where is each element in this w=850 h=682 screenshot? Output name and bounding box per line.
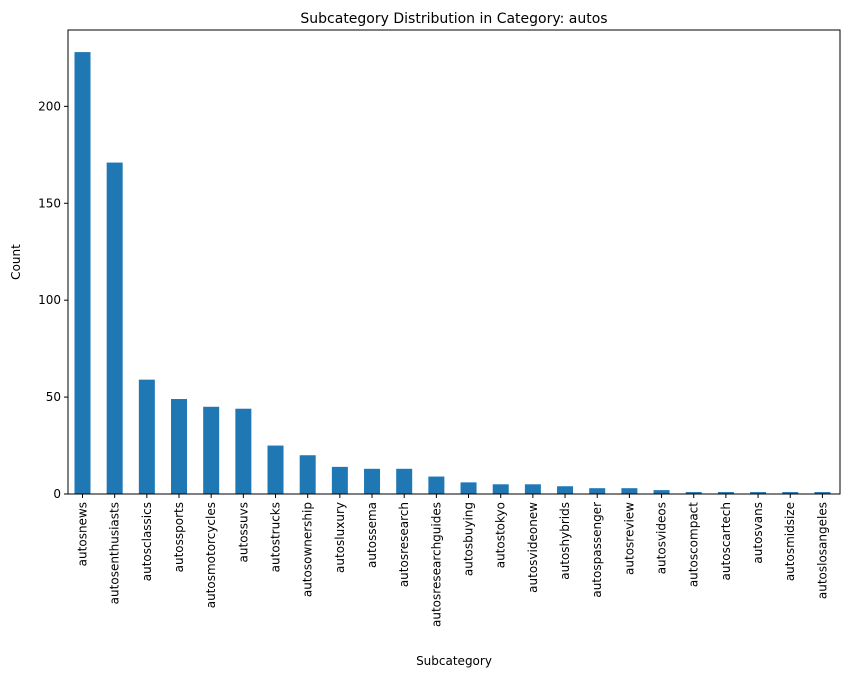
bar-autoscompact [685, 492, 702, 494]
x-tick-label: autosresearchguides [429, 502, 443, 627]
x-tick-label: autosownership [301, 502, 315, 597]
x-tick-label: autoscartech [719, 502, 733, 580]
bar-autosresearchguides [428, 476, 445, 494]
bar-autossports [171, 399, 188, 494]
bar-autosreview [621, 488, 638, 494]
axes-layer [67, 29, 841, 495]
bar-autosvans [750, 492, 767, 494]
bars-layer [74, 52, 831, 494]
x-tick-label: autoscompact [687, 502, 701, 587]
x-tick-label: autosreview [622, 502, 636, 575]
y-tick-label: 0 [53, 487, 61, 501]
bar-autosluxury [331, 466, 348, 494]
x-tick-label: autossuvs [236, 502, 250, 562]
x-tick-label: autossports [172, 502, 186, 572]
bar-autossema [364, 468, 381, 494]
bar-autostrucks [267, 445, 284, 494]
bar-autosvideos [653, 490, 670, 494]
x-tick-label: autossema [365, 502, 379, 568]
x-tick-label: autospassenger [590, 502, 604, 598]
y-tick-label: 50 [46, 390, 61, 404]
y-axis-label: Count [9, 244, 23, 280]
bar-autosownership [299, 455, 316, 494]
x-tick-label: autosclassics [140, 502, 154, 581]
bar-autoscartech [717, 492, 734, 494]
x-tick-label: autosnews [76, 502, 90, 566]
bar-autosmotorcycles [203, 406, 220, 494]
bar-autossuvs [235, 408, 252, 494]
y-tick-label: 150 [38, 196, 61, 210]
x-tick-label: autosenthusiasts [108, 502, 122, 604]
bar-autosresearch [396, 468, 413, 494]
bar-autosmidsize [782, 492, 799, 494]
bar-autospassenger [589, 488, 606, 494]
x-axis-label: Subcategory [416, 654, 492, 668]
x-tick-label: autosluxury [333, 502, 347, 573]
bar-autosvideonew [524, 484, 541, 494]
x-tick-label: autosvideonew [526, 502, 540, 593]
x-tick-label: autoshybrids [558, 502, 572, 580]
x-tick-label: autostrucks [269, 502, 283, 572]
y-tick-label: 200 [38, 99, 61, 113]
x-tick-label: autosvideos [655, 502, 669, 574]
x-tick-label: autoslosangeles [815, 502, 829, 599]
x-tick-label: autostokyo [494, 502, 508, 568]
x-tick-label: autosvans [751, 502, 765, 564]
bar-autosclassics [138, 379, 155, 494]
bar-autostokyo [492, 484, 509, 494]
y-ticks-layer: 0 50 100 150 200 [38, 99, 68, 501]
bar-autoslosangeles [814, 492, 831, 494]
x-tick-label: autosresearch [397, 502, 411, 587]
chart-title: Subcategory Distribution in Category: au… [300, 11, 607, 27]
x-ticks-layer: autosnews autosenthusiasts autosclassics au… [76, 494, 829, 627]
x-tick-label: autosmotorcycles [204, 502, 218, 608]
bar-autoshybrids [557, 486, 574, 494]
x-tick-label: autosbuying [462, 502, 476, 576]
plot-frame [67, 29, 841, 495]
x-tick-label: autosmidsize [783, 502, 797, 581]
bar-autosnews [74, 52, 91, 494]
y-tick-label: 100 [38, 293, 61, 307]
bar-autosenthusiasts [106, 162, 123, 494]
bar-autosbuying [460, 482, 477, 494]
